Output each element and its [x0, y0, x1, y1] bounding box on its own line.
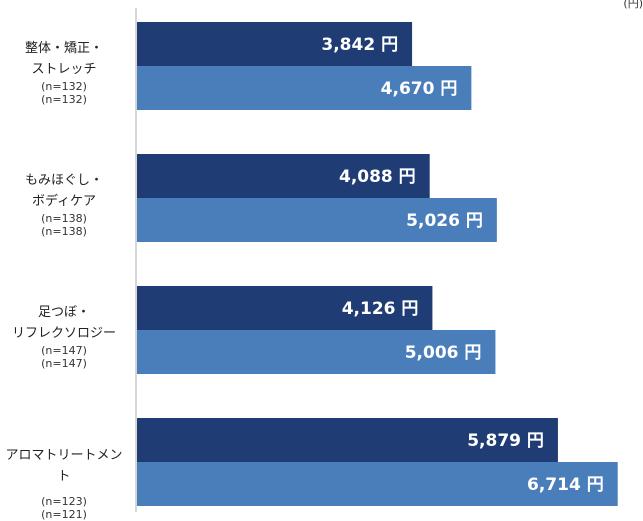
sample-size-label: (n=121)	[41, 508, 87, 521]
category-label-line: ボディケア	[31, 194, 97, 209]
value-label-series2-cat2: 5,026 円	[406, 211, 483, 231]
category-label-3: 足つぼ・リフレクソロジー (n=147) (n=147)	[0, 302, 128, 370]
category-label-line: もみほぐし・	[24, 173, 103, 188]
value-label-series1-cat2: 4,088 円	[339, 167, 416, 187]
category-label-line: アロマトリートメント	[5, 448, 123, 484]
category-label-line: リフレクソロジー	[11, 326, 116, 341]
sample-size-label: (n=147)	[41, 357, 87, 370]
value-label-series2-cat1: 4,670 円	[381, 79, 458, 99]
bar-series1-cat2	[137, 154, 430, 198]
bar-series1-cat3	[137, 286, 433, 330]
value-label-series2-cat4: 6,714 円	[527, 475, 604, 495]
category-label-line: 整体・矯正・	[24, 41, 103, 56]
bar-series2-cat4	[137, 462, 618, 506]
sample-size-label: (n=132)	[41, 80, 87, 93]
category-label-4: アロマトリートメント (n=123) (n=121)	[0, 445, 128, 521]
bar-series2-cat1	[137, 66, 472, 110]
value-label-series1-cat1: 3,842 円	[321, 35, 398, 55]
bar-series1-cat1	[137, 22, 413, 66]
sample-size-label: (n=132)	[41, 93, 87, 106]
value-label-series1-cat3: 4,126 円	[342, 299, 419, 319]
sample-size-label: (n=138)	[41, 212, 87, 225]
value-label-series1-cat4: 5,879 円	[467, 431, 544, 451]
sample-size-label: (n=123)	[41, 495, 87, 508]
category-label-1: 整体・矯正・ ストレッチ (n=132) (n=132)	[0, 38, 128, 106]
category-label-line: ストレッチ	[31, 62, 97, 77]
category-label-line: 足つぼ・	[37, 305, 90, 320]
bar-series2-cat3	[137, 330, 496, 374]
sample-size-label: (n=147)	[41, 344, 87, 357]
value-label-series2-cat3: 5,006 円	[405, 343, 482, 363]
unit-note: (円)	[623, 0, 643, 10]
sample-size-label: (n=138)	[41, 225, 87, 238]
category-label-2: もみほぐし・ ボディケア (n=138) (n=138)	[0, 170, 128, 238]
bar-series1-cat4	[137, 418, 558, 462]
bar-series2-cat2	[137, 198, 497, 242]
